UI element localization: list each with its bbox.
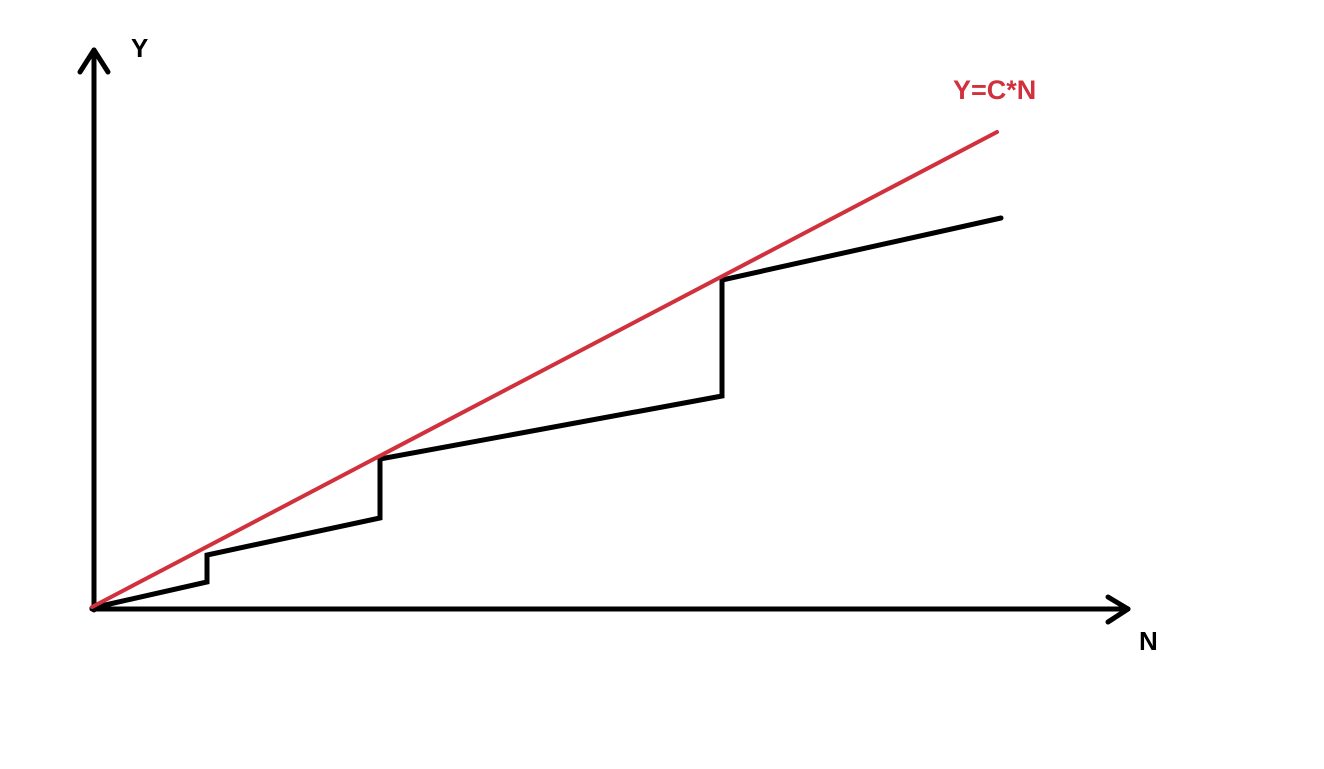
y-axis-label: Y [131, 33, 148, 63]
x-axis-arrowhead [1105, 594, 1131, 625]
bound-line-label: Y=C*N [953, 75, 1036, 105]
step-curve [89, 215, 1004, 611]
bound-line [90, 130, 999, 609]
y-axis-arrowhead [77, 47, 111, 75]
x-axis-label: N [1139, 626, 1158, 656]
